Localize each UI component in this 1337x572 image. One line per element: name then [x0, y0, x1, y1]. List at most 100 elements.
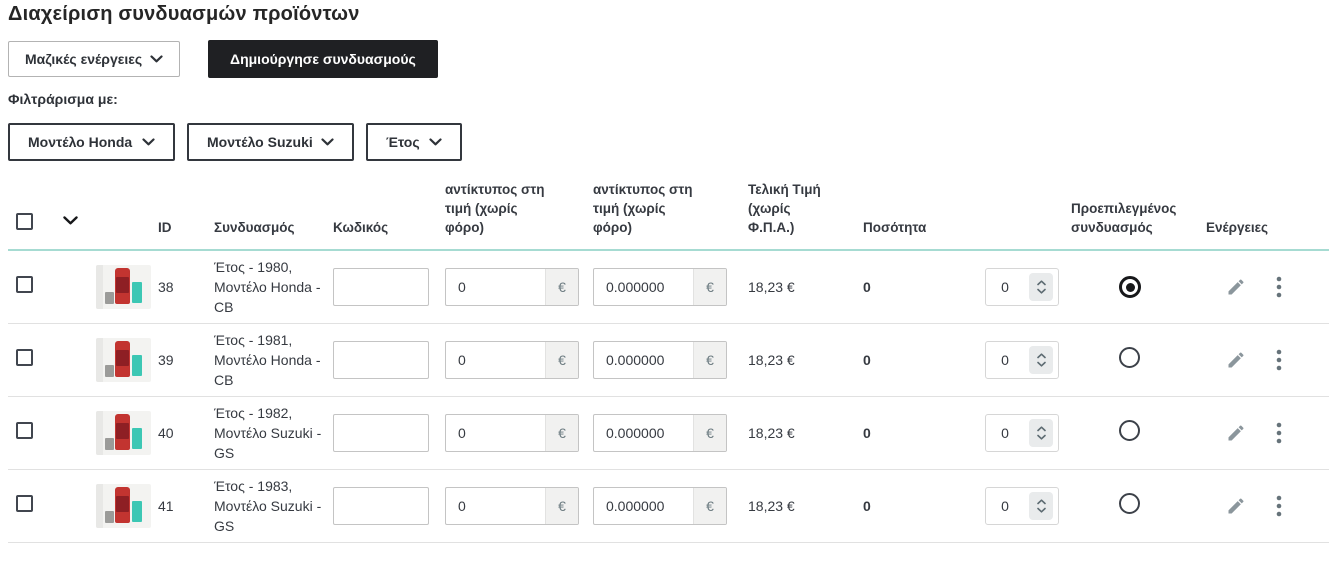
currency-addon: € — [545, 269, 578, 305]
kebab-menu-icon[interactable] — [1276, 276, 1282, 298]
currency-addon: € — [545, 415, 578, 451]
combination-id: 38 — [158, 279, 174, 295]
impact-price-a-input[interactable] — [446, 488, 545, 524]
filter-row: Μοντέλο Honda Μοντέλο Suzuki Έτος — [8, 123, 1329, 161]
product-thumbnail — [96, 484, 151, 528]
impact-price-b-input[interactable] — [594, 488, 693, 524]
filter-dropdown-label: Έτος — [386, 134, 420, 150]
col-header-default-combination: Προεπιλεγμένος συνδυασμός — [1071, 201, 1177, 235]
edit-pencil-icon[interactable] — [1226, 423, 1246, 443]
quantity-stepper[interactable] — [985, 268, 1059, 306]
quantity-stepper-input[interactable] — [986, 497, 1024, 515]
col-header-impact-price-a: αντίκτυπος στη τιμή (χωρίς φόρο) — [445, 182, 545, 235]
final-price: 18,23 € — [748, 279, 795, 295]
reference-code-input[interactable] — [333, 414, 429, 452]
combination-id: 40 — [158, 425, 174, 441]
col-header-actions: Ενέργειες — [1206, 220, 1269, 235]
default-combination-radio[interactable] — [1119, 276, 1141, 298]
product-thumbnail — [96, 338, 151, 382]
filter-dropdown-label: Μοντέλο Suzuki — [207, 134, 313, 150]
default-combination-radio[interactable] — [1119, 493, 1140, 514]
stepper-arrows-icon[interactable] — [1029, 346, 1053, 374]
edit-pencil-icon[interactable] — [1226, 496, 1246, 516]
quantity-stepper-input[interactable] — [986, 278, 1024, 296]
product-thumbnail — [96, 265, 151, 309]
stepper-arrows-icon[interactable] — [1029, 273, 1053, 301]
quantity-stepper[interactable] — [985, 341, 1059, 379]
col-header-quantity: Ποσότητα — [863, 220, 927, 235]
currency-addon: € — [545, 488, 578, 524]
quantity-value: 0 — [863, 352, 871, 368]
col-header-final-price: Τελική Τιμή (χωρίς Φ.Π.Α.) — [748, 182, 821, 235]
filter-dropdown-model-suzuki[interactable]: Μοντέλο Suzuki — [187, 123, 354, 161]
stepper-arrows-icon[interactable] — [1029, 419, 1053, 447]
kebab-menu-icon[interactable] — [1276, 495, 1282, 517]
bulk-actions-label: Μαζικές ενέργειες — [25, 51, 143, 67]
combinations-table-header: ID Συνδυασμός Κωδικός αντίκτυπος στη τιμ… — [8, 180, 1329, 251]
combination-id: 41 — [158, 498, 174, 514]
quantity-stepper-input[interactable] — [986, 351, 1024, 369]
reference-code-input[interactable] — [333, 487, 429, 525]
bulk-actions-dropdown[interactable]: Μαζικές ενέργειες — [8, 41, 180, 77]
quantity-value: 0 — [863, 279, 871, 295]
table-row: 41 Έτος - 1983, Μοντέλο Suzuki - GS € € … — [8, 470, 1329, 543]
default-combination-radio[interactable] — [1119, 347, 1140, 368]
bulk-select-chevron-icon[interactable] — [63, 216, 78, 225]
combination-name: Έτος - 1983, Μοντέλο Suzuki - GS — [214, 478, 322, 534]
currency-addon: € — [693, 488, 726, 524]
select-all-checkbox[interactable] — [16, 213, 33, 230]
filter-dropdown-model-honda[interactable]: Μοντέλο Honda — [8, 123, 175, 161]
final-price: 18,23 € — [748, 498, 795, 514]
chevron-down-icon — [150, 55, 163, 63]
quantity-value: 0 — [863, 425, 871, 441]
quantity-stepper[interactable] — [985, 414, 1059, 452]
final-price: 18,23 € — [748, 352, 795, 368]
impact-price-a-input[interactable] — [446, 269, 545, 305]
chevron-down-icon — [142, 138, 155, 146]
combination-name: Έτος - 1982, Μοντέλο Suzuki - GS — [214, 405, 322, 461]
kebab-menu-icon[interactable] — [1276, 422, 1282, 444]
currency-addon: € — [545, 342, 578, 378]
kebab-menu-icon[interactable] — [1276, 349, 1282, 371]
col-header-impact-price-b: αντίκτυπος στη τιμή (χωρίς φόρο) — [593, 182, 693, 235]
generate-combinations-button[interactable]: Δημιούργησε συνδυασμούς — [208, 40, 438, 78]
impact-price-a-input[interactable] — [446, 342, 545, 378]
edit-pencil-icon[interactable] — [1226, 277, 1246, 297]
filter-by-label: Φιλτράρισμα με: — [8, 91, 118, 107]
row-checkbox[interactable] — [16, 276, 33, 293]
impact-price-b-input[interactable] — [594, 269, 693, 305]
combination-name: Έτος - 1980, Μοντέλο Honda - CB — [214, 259, 321, 315]
default-combination-radio[interactable] — [1119, 420, 1140, 441]
impact-price-b-input[interactable] — [594, 415, 693, 451]
row-checkbox[interactable] — [16, 349, 33, 366]
toolbar: Μαζικές ενέργειες Δημιούργησε συνδυασμού… — [8, 40, 1329, 78]
stepper-arrows-icon[interactable] — [1029, 492, 1053, 520]
combination-name: Έτος - 1981, Μοντέλο Honda - CB — [214, 332, 321, 388]
filter-dropdown-year[interactable]: Έτος — [366, 123, 462, 161]
col-header-combination: Συνδυασμός — [214, 220, 295, 235]
edit-pencil-icon[interactable] — [1226, 350, 1246, 370]
page-title: Διαχείριση συνδυασμών προϊόντων — [8, 3, 360, 25]
reference-code-input[interactable] — [333, 268, 429, 306]
row-checkbox[interactable] — [16, 495, 33, 512]
combination-id: 39 — [158, 352, 174, 368]
impact-price-a-input[interactable] — [446, 415, 545, 451]
final-price: 18,23 € — [748, 425, 795, 441]
currency-addon: € — [693, 342, 726, 378]
quantity-stepper[interactable] — [985, 487, 1059, 525]
chevron-down-icon — [321, 138, 334, 146]
impact-price-b-input[interactable] — [594, 342, 693, 378]
currency-addon: € — [693, 415, 726, 451]
table-row: 38 Έτος - 1980, Μοντέλο Honda - CB € € 1… — [8, 251, 1329, 324]
table-row: 39 Έτος - 1981, Μοντέλο Honda - CB € € 1… — [8, 324, 1329, 397]
currency-addon: € — [693, 269, 726, 305]
col-header-code: Κωδικός — [333, 220, 389, 235]
row-checkbox[interactable] — [16, 422, 33, 439]
product-thumbnail — [96, 411, 151, 455]
quantity-stepper-input[interactable] — [986, 424, 1024, 442]
filter-dropdown-label: Μοντέλο Honda — [28, 134, 133, 150]
col-header-id: ID — [158, 220, 172, 235]
reference-code-input[interactable] — [333, 341, 429, 379]
quantity-value: 0 — [863, 498, 871, 514]
